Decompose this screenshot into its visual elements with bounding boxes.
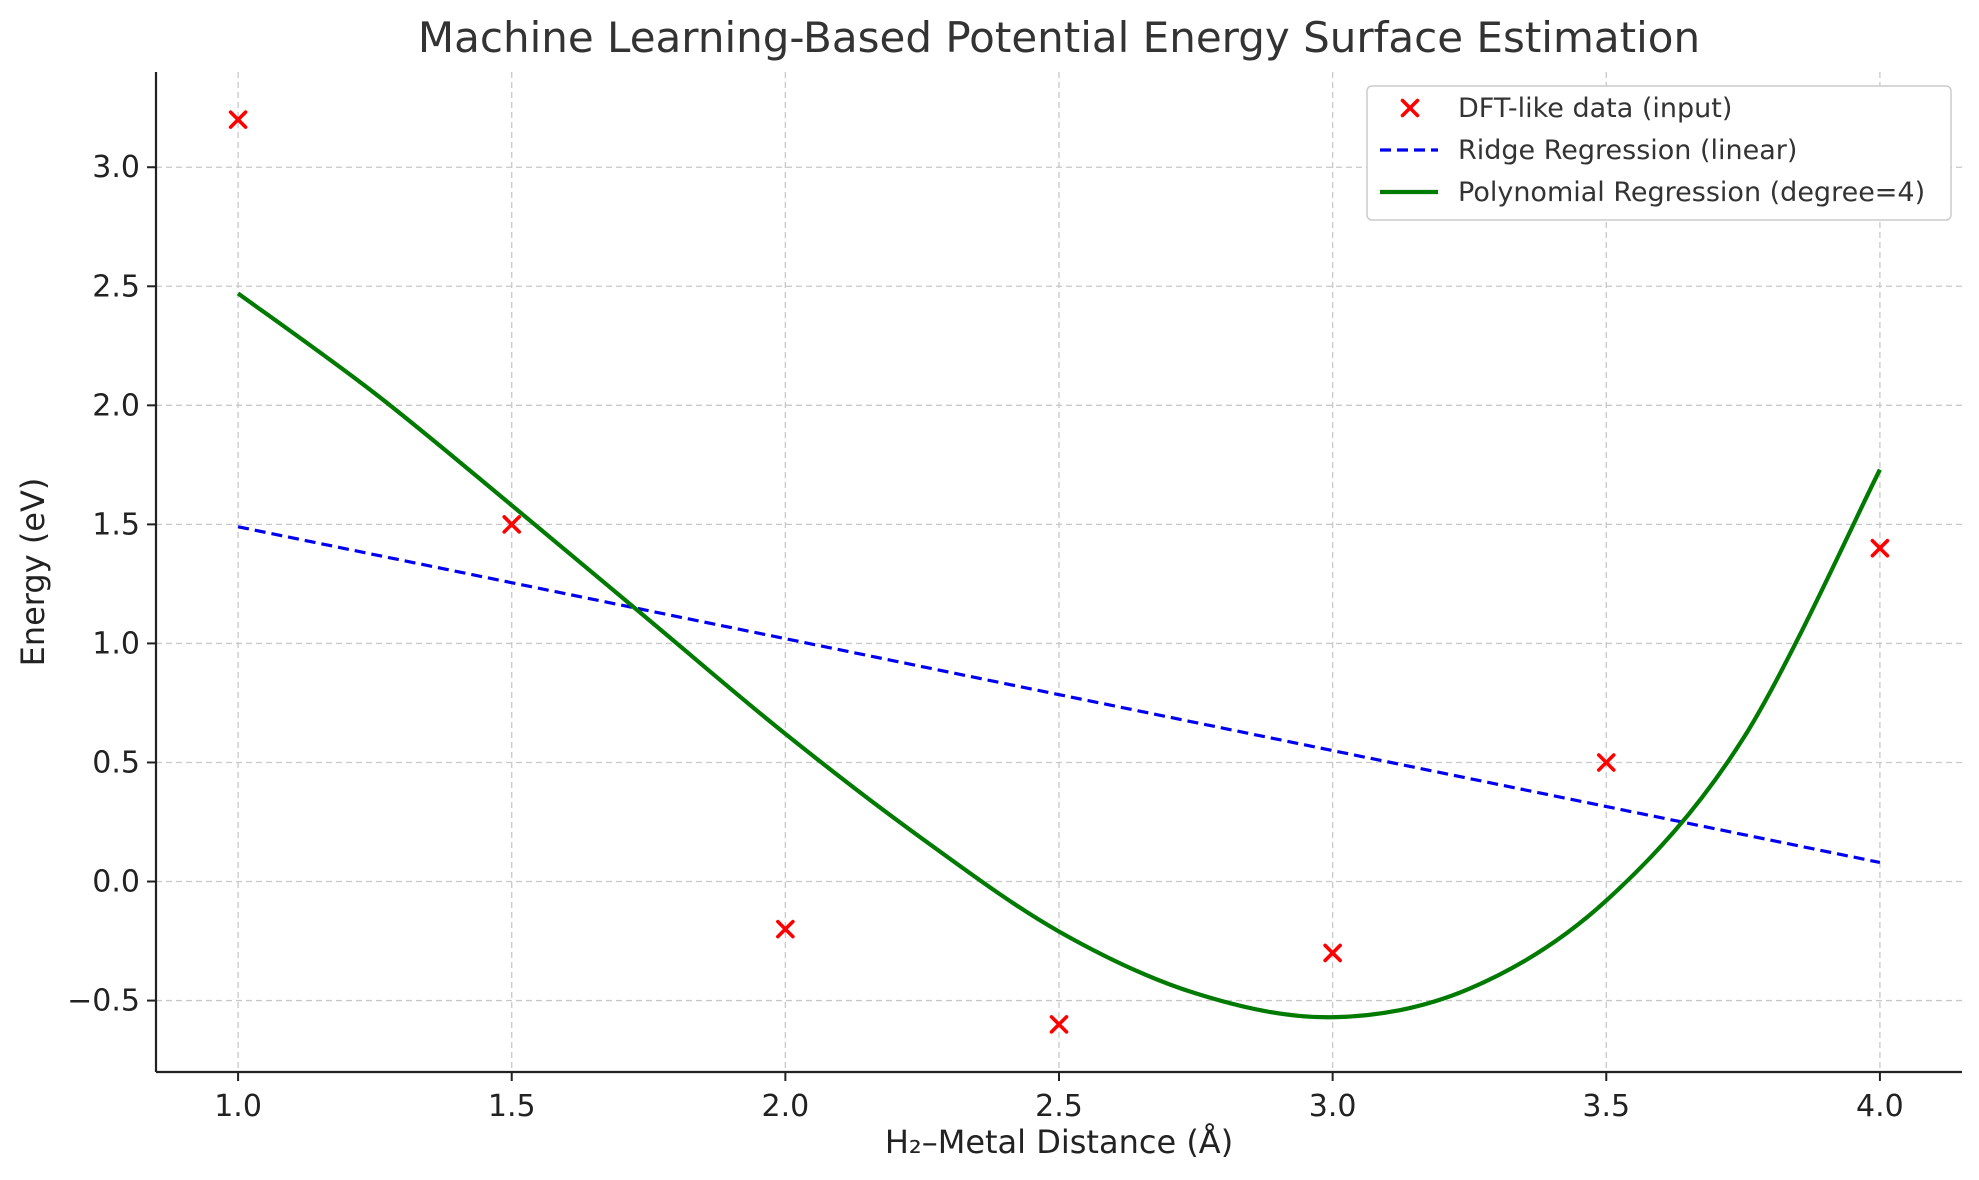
y-tick-label: 2.5 [92, 269, 140, 304]
y-tick-label: 0.5 [92, 745, 140, 780]
x-tick-label: 2.5 [1035, 1089, 1083, 1124]
y-tick-label: 0.0 [92, 865, 140, 900]
ticks: 1.0 1.5 2.0 2.5 3.0 3.5 4.0 −0.5 0.0 0.5 1.0 1.5 2.0… [67, 150, 1904, 1124]
data-point [1596, 753, 1616, 772]
plot-area [228, 110, 1890, 1034]
y-tick-label: 2.0 [92, 388, 140, 423]
x-tick-label: 3.0 [1309, 1089, 1357, 1124]
polynomial-regression-line [236, 291, 1882, 1020]
x-tick-label: 3.5 [1582, 1089, 1630, 1124]
x-tick-label: 1.0 [214, 1089, 262, 1124]
legend-label: DFT-like data (input) [1458, 93, 1732, 124]
data-point [1870, 538, 1890, 558]
y-tick-label: 1.0 [92, 626, 140, 661]
legend: DFT-like data (input) Ridge Regression (l… [1366, 85, 1952, 221]
data-point [502, 515, 522, 534]
chart-title: Machine Learning-Based Potential Energy … [418, 13, 1700, 62]
x-tick-label: 1.5 [488, 1089, 536, 1124]
y-tick-label: 1.5 [92, 507, 140, 542]
legend-marker [1400, 98, 1420, 118]
data-point [228, 110, 248, 129]
legend-label: Polynomial Regression (degree=4) [1458, 177, 1925, 208]
x-tick-label: 2.0 [762, 1089, 810, 1124]
y-tick-label: −0.5 [67, 984, 140, 1019]
y-axis-label: Energy (eV) [14, 478, 52, 667]
grid [156, 72, 1962, 1072]
x-axis-label: H₂–Metal Distance (Å) [885, 1123, 1233, 1161]
ridge-regression-line [237, 525, 1881, 865]
data-point [1049, 1015, 1069, 1034]
data-point [776, 919, 795, 939]
legend-label: Ridge Regression (linear) [1458, 135, 1797, 166]
y-tick-label: 3.0 [92, 150, 140, 185]
data-point [1323, 943, 1342, 963]
x-tick-label: 4.0 [1856, 1089, 1904, 1124]
legend-box [1366, 85, 1952, 221]
